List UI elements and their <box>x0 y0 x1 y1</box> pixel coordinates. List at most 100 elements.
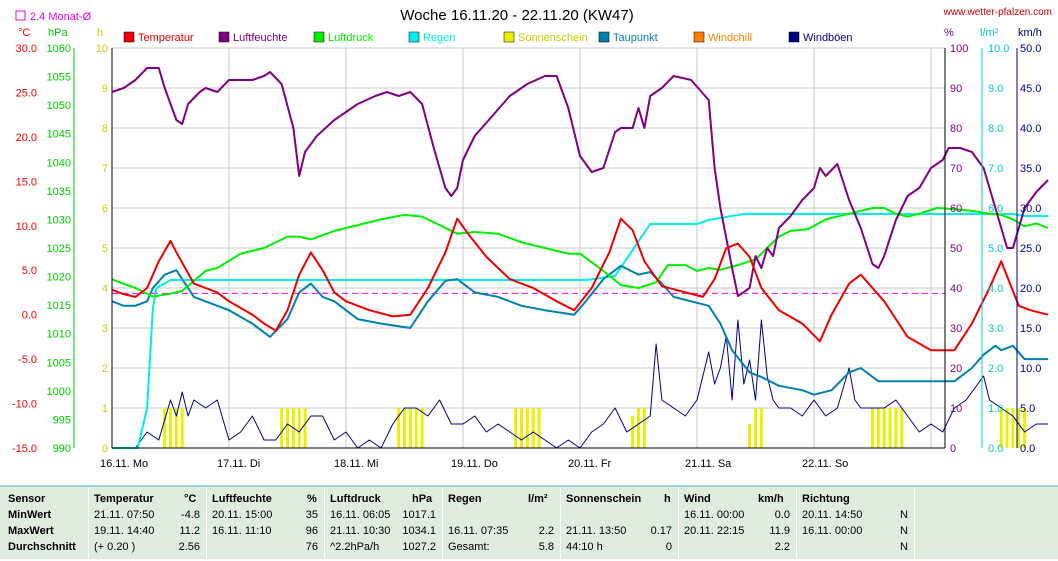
dewpoint-line <box>111 264 1048 396</box>
max-press-value: 1034.1 <box>402 525 436 537</box>
row-label-average: Durchschnitt <box>8 541 76 553</box>
header-rain-unit: l/m² <box>528 493 548 505</box>
header-humidity: Luftfeuchte <box>212 493 272 505</box>
humidity-axis-unit: % <box>944 27 954 39</box>
temp-tick-label: 30.0 <box>16 43 37 55</box>
wind-tick-label: 5.0 <box>1020 403 1035 415</box>
rain-axis-unit: l/m² <box>980 27 999 39</box>
temp-tick-label: -10.0 <box>12 399 37 411</box>
avg-dir-value: N <box>900 541 908 553</box>
sunshine-bar <box>403 408 406 448</box>
sunshine-bar <box>174 408 178 448</box>
sunshine-bar <box>748 424 752 448</box>
wind-tick-label: 0.0 <box>1020 443 1035 455</box>
header-rain: Regen <box>448 493 482 505</box>
header-wind-unit: km/h <box>758 493 784 505</box>
header-pressure: Luftdruck <box>330 493 381 505</box>
sunshine-bar <box>531 408 535 448</box>
sun-tick-label: 3 <box>102 323 108 335</box>
temp-tick-label: 20.0 <box>16 132 37 144</box>
sunshine-bar <box>520 408 523 448</box>
avg-temp-value: 2.56 <box>178 541 200 553</box>
pressure-tick-label: 1035 <box>47 186 71 198</box>
sunshine-bar <box>303 408 307 448</box>
sunshine-bar <box>397 408 401 448</box>
temperature-line <box>111 217 1049 352</box>
legend-swatch <box>408 31 420 43</box>
header-pressure-unit: hPa <box>412 493 433 505</box>
x-axis-day-label: 22.11. So <box>802 458 848 470</box>
sunshine-bar <box>631 416 635 448</box>
rain-tick-label: 0.0 <box>988 443 1003 455</box>
humidity-tick-label: 40 <box>950 283 962 295</box>
table-divider <box>560 487 561 561</box>
humidity-tick-label: 80 <box>950 123 962 135</box>
min-dir-time: 20.11. 14:50 <box>802 509 863 521</box>
max-dir-time: 16.11. 00:00 <box>802 525 863 537</box>
weather-chart: 30.025.020.015.010.05.00.0-5.0-10.0-15.0… <box>12 7 1052 470</box>
rain-tick-label: 5.0 <box>988 243 1003 255</box>
sunshine-bar <box>759 408 763 448</box>
temp-tick-label: 15.0 <box>16 176 37 188</box>
rain-tick-label: 8.0 <box>988 123 1003 135</box>
sunshine-bar <box>180 408 184 448</box>
temp-tick-label: -15.0 <box>12 443 37 455</box>
avg-sun-value: 0 <box>665 541 672 553</box>
sunshine-bar <box>871 408 874 448</box>
humidity-tick-label: 100 <box>950 43 968 55</box>
wind-tick-label: 30.0 <box>1020 203 1041 215</box>
legend-label: Taupunkt <box>613 32 658 44</box>
humidity-tick-label: 0 <box>950 443 956 455</box>
max-temp-time: 19.11. 14:40 <box>94 525 155 537</box>
avg-hum-value: 76 <box>305 541 318 553</box>
humidity-tick-label: 50 <box>950 243 962 255</box>
avg-marker-swatch <box>15 10 26 21</box>
temp-axis-unit: °C <box>18 27 30 39</box>
sunshine-bar <box>408 408 412 448</box>
humidity-tick-label: 30 <box>950 323 962 335</box>
chart-grid <box>112 47 945 449</box>
sunshine-bar <box>999 408 1003 448</box>
max-sun-value: 0.17 <box>650 525 672 537</box>
pressure-tick-label: 1025 <box>47 243 71 255</box>
humidity-tick-label: 60 <box>950 203 962 215</box>
min-hum-value: 35 <box>305 509 318 521</box>
sun-tick-label: 10 <box>96 43 108 55</box>
rain-tick-label: 10.0 <box>988 43 1009 55</box>
wind-tick-label: 25.0 <box>1020 243 1041 255</box>
rain-tick-label: 9.0 <box>988 83 1003 95</box>
sunshine-bar <box>286 408 289 448</box>
sunshine-bar <box>876 408 880 448</box>
header-sunshine-unit: h <box>664 493 671 505</box>
sunshine-bar <box>754 408 757 448</box>
wind-axis-unit: km/h <box>1018 27 1042 39</box>
sun-tick-label: 5 <box>102 243 108 255</box>
sunshine-bar <box>642 408 646 448</box>
legend-swatch <box>598 31 610 43</box>
header-sunshine: Sonnenschein <box>566 493 642 505</box>
sunshine-bar <box>900 408 904 448</box>
min-press-value: 1017.1 <box>402 509 436 521</box>
sun-tick-label: 0 <box>102 443 108 455</box>
sunshine-bar <box>888 408 892 448</box>
temp-tick-label: -5.0 <box>18 354 37 366</box>
x-axis-day-label: 20.11. Fr <box>568 458 612 470</box>
table-divider <box>324 487 325 561</box>
table-divider <box>678 487 679 561</box>
legend-label: Temperatur <box>138 32 194 44</box>
row-label-min: MinWert <box>8 509 52 521</box>
sun-axis-unit: h <box>97 27 103 39</box>
max-sun-time: 21.11. 13:50 <box>566 525 627 537</box>
website-link[interactable]: www.wetter-pfalzen.com <box>943 7 1052 18</box>
table-divider <box>796 487 797 561</box>
sunshine-bar <box>637 408 640 448</box>
rain-tick-label: 1.0 <box>988 403 1003 415</box>
pressure-line <box>111 207 1049 298</box>
max-press-time: 21.11. 10:30 <box>330 525 391 537</box>
header-wind: Wind <box>684 493 711 505</box>
pressure-tick-label: 1005 <box>47 357 71 369</box>
chart-series-lines <box>111 67 1049 449</box>
legend-swatch <box>503 31 515 43</box>
wind-tick-label: 35.0 <box>1020 163 1041 175</box>
pressure-tick-label: 995 <box>53 414 71 426</box>
